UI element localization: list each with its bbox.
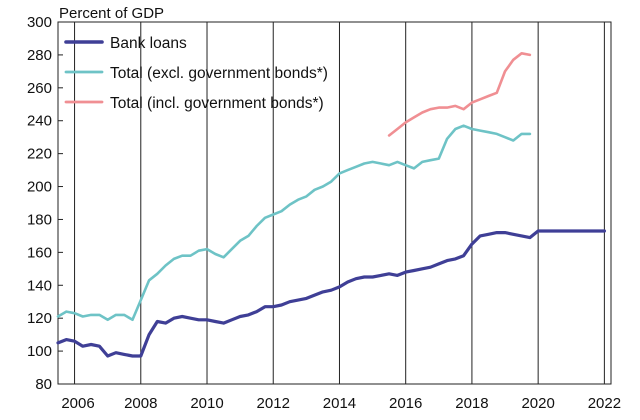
y-tick-label-220: 220 [27,146,52,163]
y-tick-label-160: 160 [27,244,52,261]
y-tick-label-280: 280 [27,47,52,64]
x-tick-label-2006: 2006 [61,395,94,412]
series-line-3 [387,51,532,137]
legend: Bank loans Total (excl. government bonds*… [64,35,328,112]
legend-label-3: Total (incl. government bonds*) [110,95,324,112]
y-tick-label-100: 100 [27,343,52,360]
x-tick-label-2018: 2018 [455,395,488,412]
y-tick-label-180: 180 [27,211,52,228]
x-axis: 2006 2008 2010 2012 2014 2016 2018 2020 2022 [61,395,621,412]
legend-label-1: Bank loans [110,35,187,52]
vertical-gridlines [74,22,605,384]
x-tick-label-2016: 2016 [389,395,422,412]
y-tick-label-140: 140 [27,277,52,294]
series-line-1 [56,229,607,358]
series-line-2 [56,124,532,322]
y-tick-label-300: 300 [27,14,52,31]
legend-label-2: Total (excl. government bonds*) [110,65,328,82]
x-tick-label-2008: 2008 [124,395,157,412]
x-tick-label-2020: 2020 [521,395,554,412]
x-tick-label-2014: 2014 [323,395,356,412]
series-lines [56,51,607,358]
x-tick-label-2022: 2022 [588,395,621,412]
y-tick-label-260: 260 [27,80,52,97]
y-axis-unit-label: Percent of GDP [59,5,164,22]
x-tick-label-2012: 2012 [257,395,290,412]
plot-frame [57,21,612,385]
y-axis: 80 100 120 140 160 180 200 220 240 260 280 300 [27,14,63,393]
x-tick-label-2010: 2010 [190,395,223,412]
y-tick-label-240: 240 [27,113,52,130]
y-tick-label-200: 200 [27,179,52,196]
y-tick-label-120: 120 [27,310,52,327]
y-tick-label-80: 80 [35,376,52,393]
